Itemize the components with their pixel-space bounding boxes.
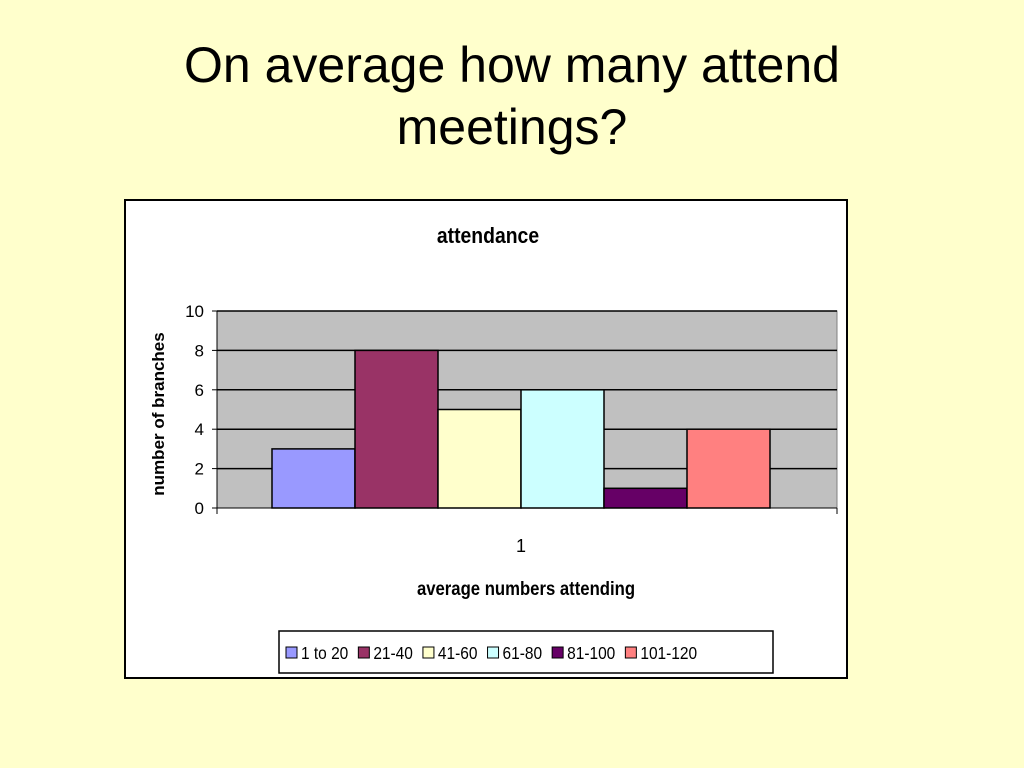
- legend-swatch: [422, 646, 435, 659]
- slide-title: On average how many attend meetings?: [0, 34, 1024, 158]
- legend-entry: 41-60: [438, 643, 478, 663]
- legend-entry: 1 to 20: [301, 643, 348, 663]
- bar-2: [354, 349, 439, 509]
- legend-entry: 101-120: [640, 643, 697, 663]
- y-tick-label: 8: [195, 341, 204, 360]
- y-tick-label: 10: [185, 302, 204, 321]
- legend-swatch: [487, 646, 500, 659]
- x-tick-label: 1: [516, 536, 526, 556]
- legend-swatch: [624, 646, 637, 659]
- legend-entry: 61-80: [503, 643, 543, 663]
- y-tick-label: 4: [195, 420, 204, 439]
- x-axis-label: average numbers attending: [417, 578, 635, 599]
- slide-title-line-1: On average how many attend: [184, 37, 840, 93]
- legend-swatch: [357, 646, 370, 659]
- slide-title-line-2: meetings?: [396, 99, 628, 155]
- y-axis-label: number of branches: [149, 332, 168, 495]
- legend-swatch: [285, 646, 298, 659]
- y-tick-label: 6: [195, 381, 204, 400]
- y-tick-label: 2: [195, 460, 204, 479]
- bar-6: [686, 428, 771, 509]
- bar-4: [520, 389, 605, 509]
- legend: 1 to 20 21-40 41-60 61-80 81-100 101-120: [278, 630, 774, 674]
- bar-1: [271, 448, 356, 509]
- legend-swatch: [551, 646, 564, 659]
- legend-entry: 21-40: [373, 643, 413, 663]
- chart-title: attendance: [437, 224, 539, 248]
- bar-chart: 0 2 4 6 8 10 1 attendance number of branches a…: [149, 224, 838, 674]
- y-tick-label: 0: [195, 499, 204, 518]
- bar-3: [437, 408, 522, 509]
- bar-5: [603, 487, 688, 509]
- chart-frame: 0 2 4 6 8 10 1 attendance number of branches a…: [124, 199, 848, 679]
- legend-entry: 81-100: [567, 643, 615, 663]
